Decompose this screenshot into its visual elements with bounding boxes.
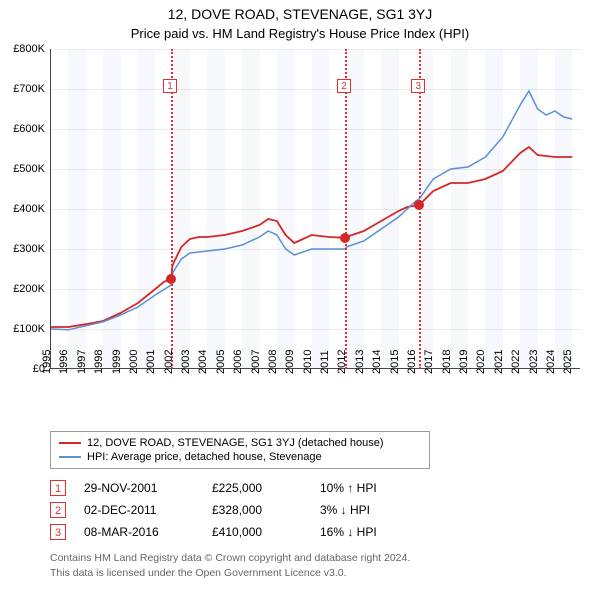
y-tick-label: £0 <box>33 363 45 375</box>
sale-vline <box>345 49 347 369</box>
x-tick-label: 2001 <box>145 350 157 374</box>
x-tick-label: 1996 <box>58 350 70 374</box>
x-tick-label: 2007 <box>250 350 262 374</box>
x-tick-label: 2009 <box>284 350 296 374</box>
x-tick-label: 2012 <box>336 350 348 374</box>
sale-date: 29-NOV-2001 <box>84 481 194 495</box>
sale-date: 02-DEC-2011 <box>84 503 194 517</box>
x-tick-label: 2000 <box>128 350 140 374</box>
series-address <box>51 147 572 327</box>
x-tick-label: 2024 <box>545 350 557 374</box>
sale-price: £410,000 <box>212 525 302 539</box>
y-tick-label: £200K <box>13 283 45 295</box>
title-address: 12, DOVE ROAD, STEVENAGE, SG1 3YJ <box>0 6 600 22</box>
x-tick-label: 2015 <box>389 350 401 374</box>
y-tick-label: £800K <box>13 43 45 55</box>
legend-label: 12, DOVE ROAD, STEVENAGE, SG1 3YJ (detac… <box>87 437 384 449</box>
sale-index-box: 1 <box>50 480 66 496</box>
x-tick-label: 2019 <box>458 350 470 374</box>
y-tick-label: £400K <box>13 203 45 215</box>
x-tick-label: 1998 <box>93 350 105 374</box>
legend-swatch <box>59 456 81 458</box>
x-tick-label: 2022 <box>510 350 522 374</box>
sales-row: 3 08-MAR-2016 £410,000 16% ↓ HPI <box>50 521 590 543</box>
x-tick-label: 2020 <box>475 350 487 374</box>
legend-label: HPI: Average price, detached house, Stev… <box>87 451 322 463</box>
sale-price: £225,000 <box>212 481 302 495</box>
x-tick-label: 1999 <box>111 350 123 374</box>
y-tick-label: £600K <box>13 123 45 135</box>
y-tick-label: £700K <box>13 83 45 95</box>
plot: 1 2 3 <box>50 49 580 369</box>
x-tick-label: 2011 <box>319 350 331 374</box>
title-sub: Price paid vs. HM Land Registry's House … <box>0 26 600 41</box>
line-svg <box>51 49 581 369</box>
legend-row: HPI: Average price, detached house, Stev… <box>59 450 421 464</box>
sale-hpi: 3% ↓ HPI <box>320 503 420 517</box>
chart-titles: 12, DOVE ROAD, STEVENAGE, SG1 3YJ Price … <box>0 0 600 41</box>
sales-row: 1 29-NOV-2001 £225,000 10% ↑ HPI <box>50 477 590 499</box>
sale-index-box: 3 <box>50 524 66 540</box>
chart-area: 123 199519961997199819992000200120022003… <box>50 49 580 399</box>
sale-hpi: 16% ↓ HPI <box>320 525 420 539</box>
footer: Contains HM Land Registry data © Crown c… <box>50 551 590 580</box>
x-tick-label: 2018 <box>441 350 453 374</box>
sales-row: 2 02-DEC-2011 £328,000 3% ↓ HPI <box>50 499 590 521</box>
x-tick-label: 2010 <box>302 350 314 374</box>
x-tick-label: 1997 <box>76 350 88 374</box>
sale-index-box: 2 <box>50 502 66 518</box>
x-tick-label: 2021 <box>493 350 505 374</box>
sale-vline <box>171 49 173 369</box>
legend-row: 12, DOVE ROAD, STEVENAGE, SG1 3YJ (detac… <box>59 436 421 450</box>
x-tick-label: 2008 <box>267 350 279 374</box>
series-hpi <box>51 91 572 330</box>
sale-marker <box>340 233 350 243</box>
footer-line1: Contains HM Land Registry data © Crown c… <box>50 551 590 566</box>
y-tick-label: £300K <box>13 243 45 255</box>
footer-line2: This data is licensed under the Open Gov… <box>50 566 590 581</box>
legend: 12, DOVE ROAD, STEVENAGE, SG1 3YJ (detac… <box>50 431 430 469</box>
x-tick-label: 2016 <box>406 350 418 374</box>
legend-swatch <box>59 442 81 444</box>
x-tick-label: 2002 <box>163 350 175 374</box>
sales-table: 1 29-NOV-2001 £225,000 10% ↑ HPI 2 02-DEC-201… <box>50 477 590 543</box>
sale-price: £328,000 <box>212 503 302 517</box>
sale-marker <box>414 200 424 210</box>
sale-hpi: 10% ↑ HPI <box>320 481 420 495</box>
x-tick-label: 2006 <box>232 350 244 374</box>
sale-number-box: 3 <box>411 79 425 93</box>
sale-number-box: 1 <box>163 79 177 93</box>
x-tick-label: 2017 <box>423 350 435 374</box>
sale-marker <box>166 274 176 284</box>
sale-date: 08-MAR-2016 <box>84 525 194 539</box>
x-tick-label: 2005 <box>215 350 227 374</box>
x-tick-label: 2023 <box>528 350 540 374</box>
sale-number-box: 2 <box>337 79 351 93</box>
x-tick-label: 2003 <box>180 350 192 374</box>
x-tick-label: 2013 <box>354 350 366 374</box>
x-tick-label: 2014 <box>371 350 383 374</box>
x-tick-label: 2025 <box>562 350 574 374</box>
x-tick-label: 2004 <box>197 350 209 374</box>
y-tick-label: £500K <box>13 163 45 175</box>
y-tick-label: £100K <box>13 323 45 335</box>
